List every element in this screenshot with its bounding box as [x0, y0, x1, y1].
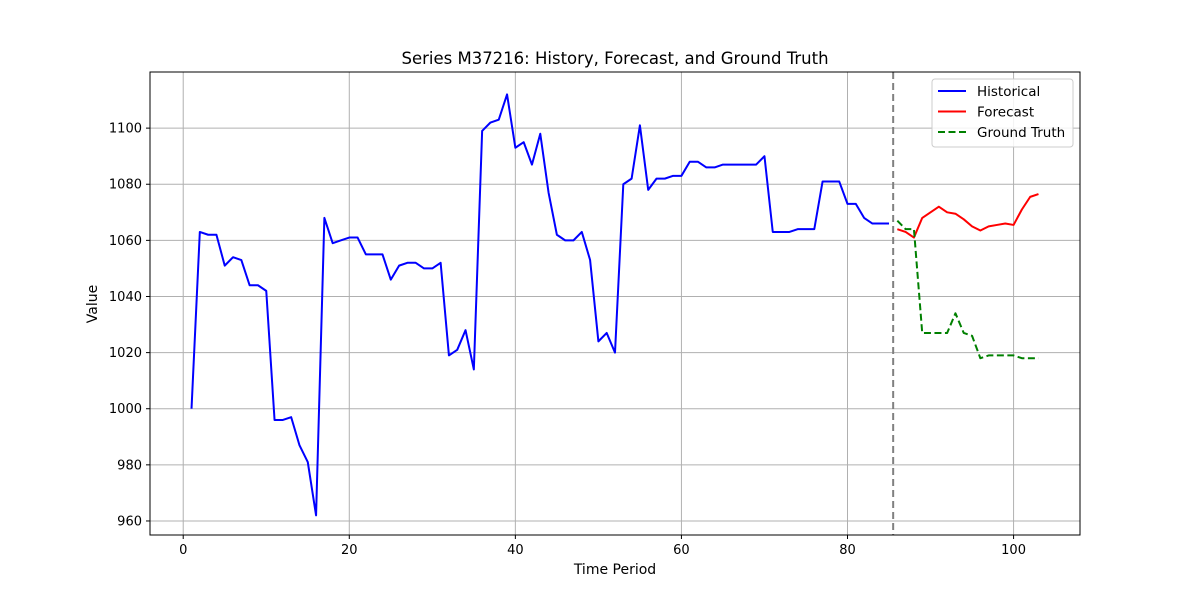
series-line-historical	[190, 93, 890, 517]
y-axis-ticks: 960 980 1000 1020 1040 1060 1080 1100	[109, 122, 150, 529]
y-tick-label: 1100	[109, 122, 142, 137]
y-tick-label: 980	[117, 458, 142, 473]
y-tick-label: 1060	[109, 234, 142, 249]
plot-lines	[190, 93, 1039, 517]
legend-label: Historical	[977, 84, 1040, 100]
y-tick-label: 960	[117, 514, 142, 529]
legend-label: Forecast	[977, 105, 1034, 121]
chart-title: Series M37216: History, Forecast, and Gr…	[401, 49, 828, 68]
y-tick-label: 1080	[109, 178, 142, 193]
x-tick-label: 60	[673, 543, 690, 558]
y-tick-label: 1020	[109, 346, 142, 361]
x-axis-label: Time Period	[573, 562, 656, 578]
x-tick-label: 0	[179, 543, 187, 558]
y-tick-label: 1040	[109, 290, 142, 305]
x-tick-label: 40	[507, 543, 524, 558]
legend-box	[931, 78, 1074, 148]
x-axis-ticks: 0 20 40 60 80 100	[179, 535, 1026, 558]
x-tick-label: 20	[341, 543, 358, 558]
legend: Historical Forecast Ground Truth	[931, 78, 1074, 148]
plot-frame	[149, 71, 1081, 536]
legend-label: Ground Truth	[977, 125, 1065, 141]
y-axis-label: Value	[85, 285, 101, 323]
x-tick-label: 100	[1001, 543, 1026, 558]
x-tick-label: 80	[839, 543, 856, 558]
y-tick-label: 1000	[109, 402, 142, 417]
series-line-ground-truth	[896, 220, 1039, 360]
series-line-forecast	[896, 193, 1039, 239]
